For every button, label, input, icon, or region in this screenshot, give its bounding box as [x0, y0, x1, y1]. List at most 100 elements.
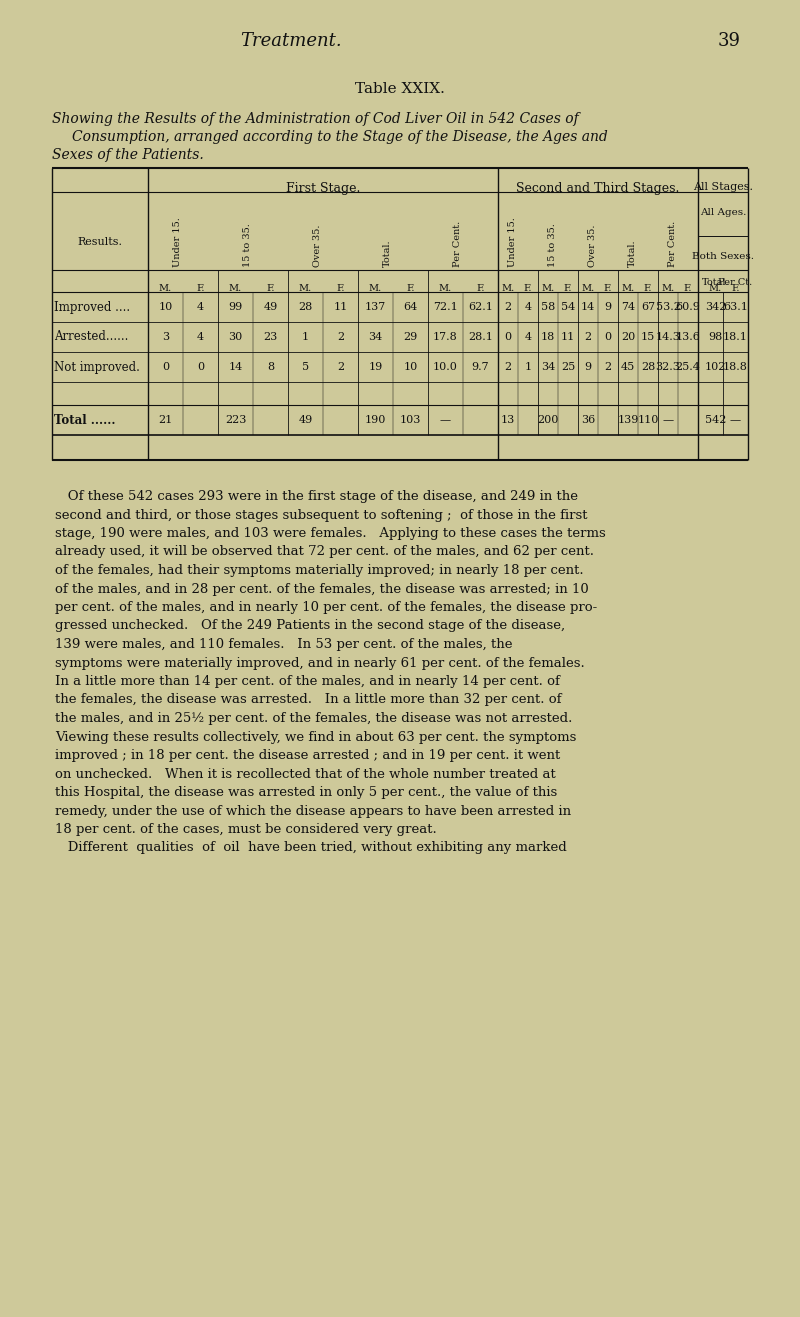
- Text: 20: 20: [621, 332, 635, 342]
- Text: 4: 4: [197, 332, 204, 342]
- Text: 0: 0: [505, 332, 511, 342]
- Text: 29: 29: [403, 332, 418, 342]
- Text: 137: 137: [365, 302, 386, 312]
- Text: 200: 200: [538, 415, 558, 425]
- Text: 17.8: 17.8: [433, 332, 458, 342]
- Text: 5: 5: [302, 362, 309, 371]
- Text: 4: 4: [525, 332, 531, 342]
- Text: already used, it will be observed that 72 per cent. of the males, and 62 per cen: already used, it will be observed that 7…: [55, 545, 594, 558]
- Text: 32.3: 32.3: [655, 362, 681, 371]
- Text: 2: 2: [337, 332, 344, 342]
- Text: 13: 13: [501, 415, 515, 425]
- Text: 3: 3: [162, 332, 169, 342]
- Text: 342: 342: [705, 302, 726, 312]
- Text: 139: 139: [618, 415, 638, 425]
- Text: Over 35.: Over 35.: [588, 224, 597, 267]
- Text: M.: M.: [622, 284, 634, 292]
- Text: 67: 67: [641, 302, 655, 312]
- Text: stage, 190 were males, and 103 were females.   Applying to these cases the terms: stage, 190 were males, and 103 were fema…: [55, 527, 606, 540]
- Text: M.: M.: [502, 284, 514, 292]
- Text: 9: 9: [585, 362, 591, 371]
- Text: 53.2: 53.2: [655, 302, 681, 312]
- Text: Per Cent.: Per Cent.: [453, 221, 462, 267]
- Text: 103: 103: [400, 415, 421, 425]
- Text: Of these 542 cases 293 were in the first stage of the disease, and 249 in the: Of these 542 cases 293 were in the first…: [55, 490, 578, 503]
- Text: 58: 58: [541, 302, 555, 312]
- Text: 18.1: 18.1: [723, 332, 748, 342]
- Text: Over 35.: Over 35.: [313, 224, 322, 267]
- Text: 18 per cent. of the cases, must be considered very great.: 18 per cent. of the cases, must be consi…: [55, 823, 437, 836]
- Text: 25.4: 25.4: [675, 362, 701, 371]
- Text: 102: 102: [705, 362, 726, 371]
- Text: Under 15.: Under 15.: [173, 217, 182, 267]
- Text: M.: M.: [662, 284, 674, 292]
- Text: 1: 1: [525, 362, 531, 371]
- Text: 60.9: 60.9: [675, 302, 701, 312]
- Text: All Ages.: All Ages.: [700, 208, 746, 217]
- Text: 19: 19: [368, 362, 382, 371]
- Text: Results.: Results.: [78, 237, 122, 248]
- Text: M.: M.: [439, 284, 452, 292]
- Text: In a little more than 14 per cent. of the males, and in nearly 14 per cent. of: In a little more than 14 per cent. of th…: [55, 676, 560, 687]
- Text: 4: 4: [525, 302, 531, 312]
- Text: Total.: Total.: [383, 240, 392, 267]
- Text: 9.7: 9.7: [472, 362, 490, 371]
- Text: 23: 23: [263, 332, 278, 342]
- Text: 25: 25: [561, 362, 575, 371]
- Text: of the males, and in 28 per cent. of the females, the disease was arrested; in 1: of the males, and in 28 per cent. of the…: [55, 582, 589, 595]
- Text: this Hospital, the disease was arrested in only 5 per cent., the value of this: this Hospital, the disease was arrested …: [55, 786, 558, 799]
- Text: 4: 4: [197, 302, 204, 312]
- Text: M.: M.: [369, 284, 382, 292]
- Text: 30: 30: [228, 332, 242, 342]
- Text: Sexes of the Patients.: Sexes of the Patients.: [52, 148, 204, 162]
- Text: 10: 10: [403, 362, 418, 371]
- Text: of the females, had their symptoms materially improved; in nearly 18 per cent.: of the females, had their symptoms mater…: [55, 564, 584, 577]
- Text: the males, and in 25½ per cent. of the females, the disease was not arrested.: the males, and in 25½ per cent. of the f…: [55, 712, 572, 724]
- Text: 1: 1: [302, 332, 309, 342]
- Text: 223: 223: [225, 415, 246, 425]
- Text: Total ......: Total ......: [54, 414, 115, 427]
- Text: 0: 0: [197, 362, 204, 371]
- Text: 64: 64: [403, 302, 418, 312]
- Text: F.: F.: [684, 284, 692, 292]
- Text: Improved ....: Improved ....: [54, 300, 130, 313]
- Text: 28: 28: [298, 302, 313, 312]
- Text: Total.: Total.: [628, 240, 637, 267]
- Text: Not improved.: Not improved.: [54, 361, 140, 374]
- Text: gressed unchecked.   Of the 249 Patients in the second stage of the disease,: gressed unchecked. Of the 249 Patients i…: [55, 619, 565, 632]
- Text: F.: F.: [731, 284, 740, 292]
- Text: 11: 11: [561, 332, 575, 342]
- Text: 10: 10: [158, 302, 173, 312]
- Text: per cent. of the males, and in nearly 10 per cent. of the females, the disease p: per cent. of the males, and in nearly 10…: [55, 601, 598, 614]
- Text: 0: 0: [162, 362, 169, 371]
- Text: symptoms were materially improved, and in nearly 61 per cent. of the females.: symptoms were materially improved, and i…: [55, 656, 585, 669]
- Text: —: —: [662, 415, 674, 425]
- Text: on unchecked.   When it is recollected that of the whole number treated at: on unchecked. When it is recollected tha…: [55, 768, 556, 781]
- Text: 49: 49: [298, 415, 313, 425]
- Text: F.: F.: [604, 284, 612, 292]
- Text: Table XXIX.: Table XXIX.: [355, 82, 445, 96]
- Text: Different  qualities  of  oil  have been tried, without exhibiting any marked: Different qualities of oil have been tri…: [55, 842, 566, 855]
- Text: M.: M.: [229, 284, 242, 292]
- Text: 2: 2: [585, 332, 591, 342]
- Text: F.: F.: [406, 284, 414, 292]
- Text: 15 to 35.: 15 to 35.: [243, 223, 252, 267]
- Text: F.: F.: [266, 284, 274, 292]
- Text: M.: M.: [299, 284, 312, 292]
- Text: 2: 2: [505, 302, 511, 312]
- Text: the females, the disease was arrested.   In a little more than 32 per cent. of: the females, the disease was arrested. I…: [55, 694, 562, 706]
- Text: F.: F.: [524, 284, 532, 292]
- Text: Per Cent.: Per Cent.: [668, 221, 677, 267]
- Text: Treatment.: Treatment.: [240, 32, 342, 50]
- Text: 54: 54: [561, 302, 575, 312]
- Text: 34: 34: [368, 332, 382, 342]
- Text: M.: M.: [542, 284, 554, 292]
- Text: Showing the Results of the Administration of Cod Liver Oil in 542 Cases of: Showing the Results of the Administratio…: [52, 112, 578, 126]
- Text: 18.8: 18.8: [723, 362, 748, 371]
- Text: M.: M.: [159, 284, 172, 292]
- Text: 62.1: 62.1: [468, 302, 493, 312]
- Text: Arrested......: Arrested......: [54, 331, 128, 344]
- Text: 542: 542: [705, 415, 726, 425]
- Text: F.: F.: [336, 284, 345, 292]
- Text: 39: 39: [718, 32, 741, 50]
